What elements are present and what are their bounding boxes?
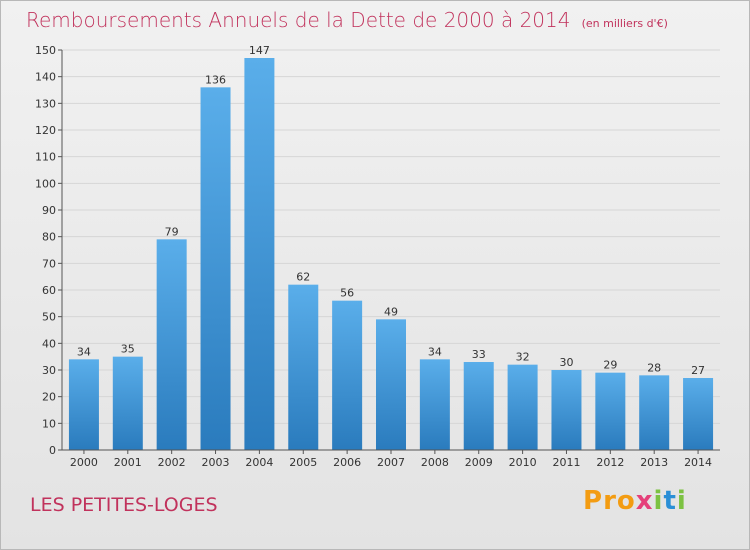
y-tick-label: 110 xyxy=(35,151,56,164)
bar-value-label: 62 xyxy=(296,271,310,284)
bar-value-label: 147 xyxy=(249,44,270,57)
logo-letter: i xyxy=(653,486,664,516)
bar-value-label: 33 xyxy=(472,348,486,361)
y-tick-label: 60 xyxy=(42,284,56,297)
y-tick-label: 150 xyxy=(35,44,56,57)
bar-value-label: 34 xyxy=(77,345,91,358)
bar xyxy=(419,359,450,450)
bars xyxy=(68,58,714,450)
y-tick-label: 10 xyxy=(42,417,56,430)
x-tick-label: 2008 xyxy=(421,456,449,469)
bar xyxy=(683,378,714,450)
x-tick-label: 2000 xyxy=(70,456,98,469)
bar-value-label: 56 xyxy=(340,287,354,300)
x-tick-label: 2002 xyxy=(158,456,186,469)
y-tick-label: 70 xyxy=(42,257,56,270)
y-tick-label: 0 xyxy=(49,444,56,457)
bar xyxy=(288,284,319,450)
logo-letter: t xyxy=(663,486,677,516)
y-tick-label: 130 xyxy=(35,97,56,110)
bar xyxy=(463,362,494,450)
y-tick-label: 120 xyxy=(35,124,56,137)
y-tick-label: 80 xyxy=(42,231,56,244)
x-tick-label: 2012 xyxy=(596,456,624,469)
x-tick-label: 2001 xyxy=(114,456,142,469)
logo-letter: P xyxy=(583,486,604,516)
bar xyxy=(507,364,538,450)
y-tick-label: 30 xyxy=(42,364,56,377)
y-tick-label: 40 xyxy=(42,337,56,350)
logo-letter: x xyxy=(635,486,654,516)
bar xyxy=(156,239,187,450)
bar xyxy=(551,370,582,450)
bar xyxy=(332,300,363,450)
bar-value-label: 49 xyxy=(384,305,398,318)
bar xyxy=(376,319,406,450)
bar xyxy=(639,375,670,450)
chart-title: Remboursements Annuels de la Dette de 20… xyxy=(26,8,571,32)
chart-subtitle: (en milliers d'€) xyxy=(581,17,668,30)
bar-value-label: 28 xyxy=(647,361,661,374)
axes xyxy=(58,49,720,454)
y-tick-label: 100 xyxy=(35,177,56,190)
bar xyxy=(200,87,231,450)
y-tick-label: 50 xyxy=(42,311,56,324)
x-tick-label: 2006 xyxy=(333,456,361,469)
x-tick-label: 2014 xyxy=(684,456,712,469)
bar-value-label: 29 xyxy=(603,359,617,372)
x-tick-label: 2007 xyxy=(377,456,405,469)
bar xyxy=(244,58,275,450)
proxiti-logo: Proxiti xyxy=(583,486,687,516)
logo-letter: r xyxy=(603,486,617,516)
bar-value-label: 30 xyxy=(559,356,573,369)
bar-value-label: 136 xyxy=(205,73,226,86)
x-tick-label: 2009 xyxy=(465,456,493,469)
bar-value-label: 79 xyxy=(165,225,179,238)
x-tick-label: 2004 xyxy=(245,456,273,469)
x-tick-label: 2010 xyxy=(509,456,537,469)
x-tick-label: 2003 xyxy=(202,456,230,469)
y-tick-label: 20 xyxy=(42,391,56,404)
bar-value-label: 35 xyxy=(121,343,135,356)
bar-value-label: 34 xyxy=(428,345,442,358)
x-tick-label: 2011 xyxy=(552,456,580,469)
bar-value-label: 32 xyxy=(516,351,530,364)
chart-header: Remboursements Annuels de la Dette de 20… xyxy=(26,8,668,32)
x-tick-label: 2005 xyxy=(289,456,317,469)
y-tick-label: 90 xyxy=(42,204,56,217)
commune-name: LES PETITES-LOGES xyxy=(30,494,218,516)
y-tick-label: 140 xyxy=(35,71,56,84)
x-tick-label: 2013 xyxy=(640,456,668,469)
logo-letter: o xyxy=(616,486,636,516)
bar xyxy=(68,359,99,450)
logo-letter: i xyxy=(676,486,687,516)
bar xyxy=(112,356,143,450)
labels: 0 10 20 30 40 50 60 70 80 90 100 110 120 130 140 150 34 2… xyxy=(35,44,712,469)
bar xyxy=(595,372,626,450)
bar-value-label: 27 xyxy=(691,364,705,377)
